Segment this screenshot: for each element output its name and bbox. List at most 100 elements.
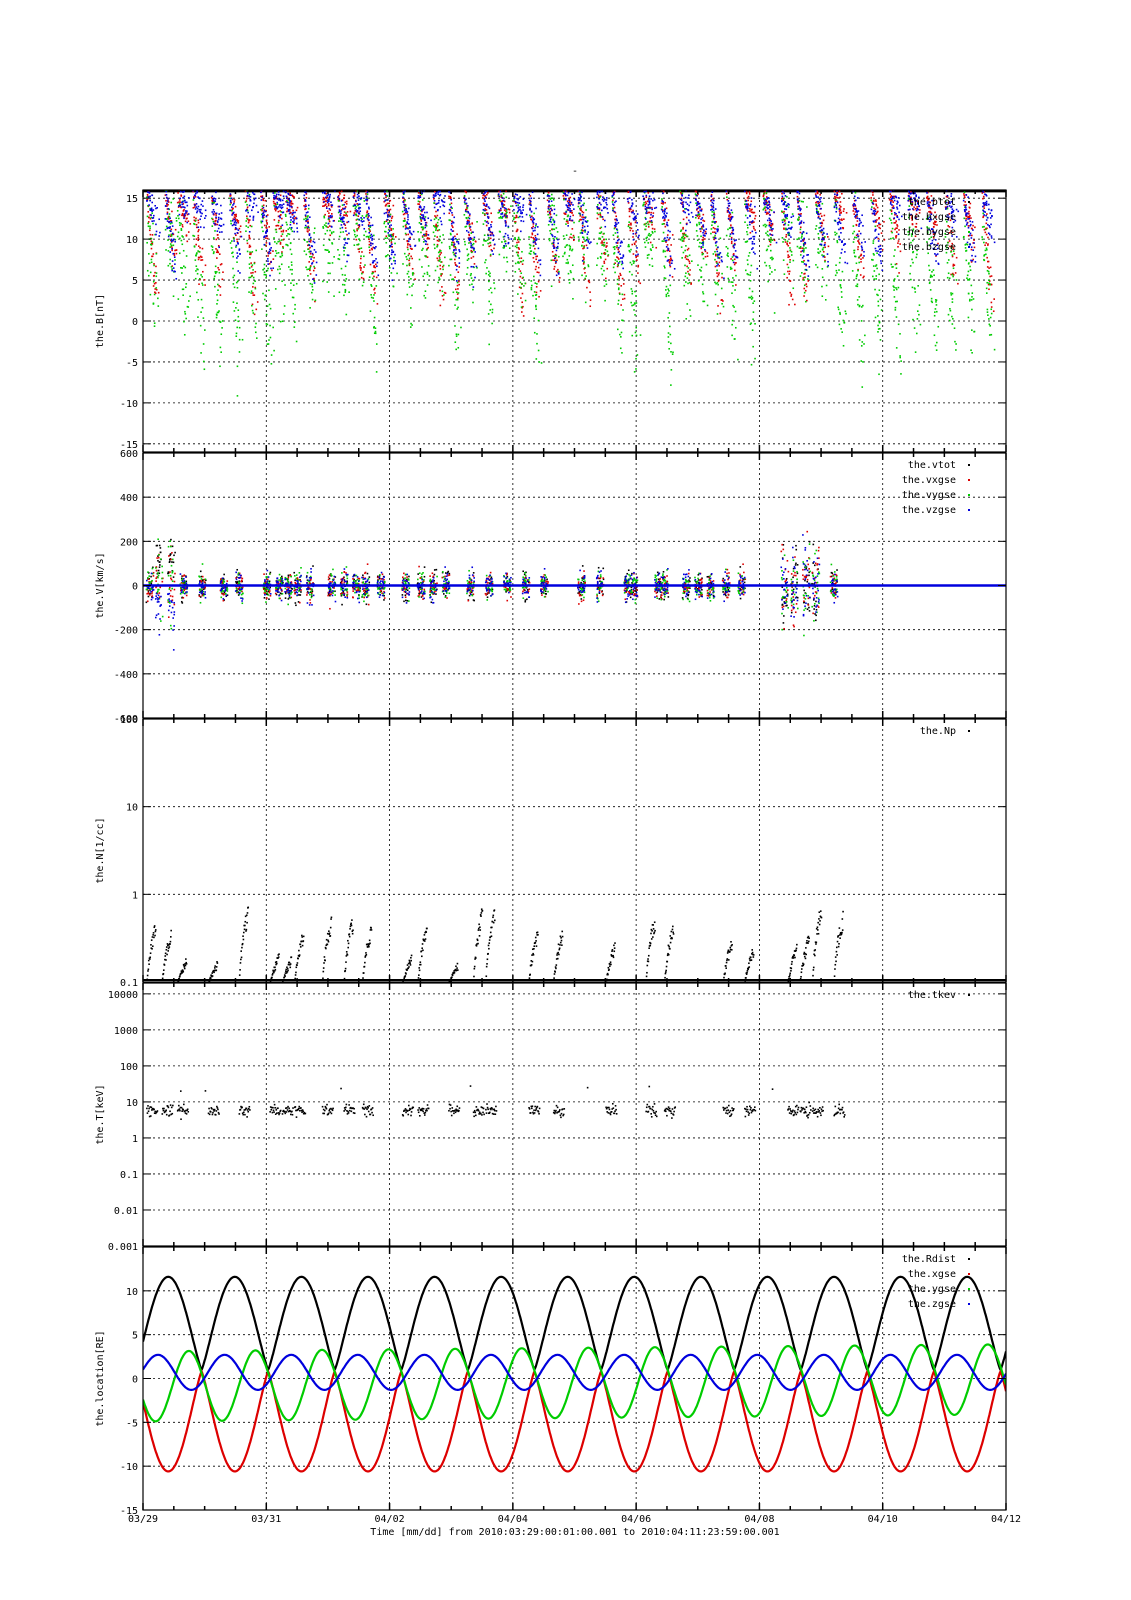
data-point <box>203 226 205 229</box>
data-point <box>313 249 316 251</box>
data-point <box>614 259 617 261</box>
data-point <box>359 210 362 213</box>
data-point <box>801 180 803 182</box>
data-point <box>698 221 700 224</box>
data-point <box>390 224 392 226</box>
data-point <box>327 203 330 205</box>
data-point <box>244 201 247 203</box>
data-point <box>290 282 292 284</box>
data-point <box>418 201 421 203</box>
data-point <box>339 214 342 217</box>
data-point <box>728 281 730 283</box>
data-point <box>252 312 255 314</box>
data-point <box>950 247 953 249</box>
data-point <box>286 210 288 213</box>
data-point <box>934 308 937 310</box>
data-point <box>180 229 183 232</box>
data-point <box>412 283 414 285</box>
data-point <box>667 288 670 290</box>
data-point <box>752 318 754 321</box>
data-point <box>744 203 746 206</box>
data-point <box>834 195 836 198</box>
data-point <box>273 219 276 221</box>
data-point <box>770 236 772 239</box>
data-point <box>728 215 730 218</box>
data-point <box>969 298 971 301</box>
data-point <box>374 292 376 294</box>
data-point <box>569 201 571 204</box>
data-point <box>601 273 604 276</box>
data-point <box>408 227 410 229</box>
data-point <box>279 243 282 245</box>
data-point <box>785 234 788 236</box>
data-point <box>402 213 405 216</box>
data-point <box>643 169 645 171</box>
data-point <box>167 226 169 229</box>
data-point <box>722 305 725 308</box>
data-point <box>174 238 177 241</box>
data-point <box>627 225 630 228</box>
data-point <box>891 231 893 234</box>
data-point <box>967 279 969 281</box>
data-point <box>272 250 274 252</box>
data-point <box>679 190 681 193</box>
data-point <box>236 252 239 254</box>
data-point <box>860 345 863 347</box>
data-point <box>438 250 441 253</box>
data-point <box>601 265 604 268</box>
data-point <box>769 229 771 231</box>
data-point <box>454 325 456 327</box>
data-point <box>407 244 409 246</box>
data-point <box>984 231 987 234</box>
data-point <box>326 180 328 182</box>
data-point <box>874 225 877 228</box>
data-point <box>498 211 500 214</box>
data-point <box>280 227 282 230</box>
data-point <box>347 254 349 257</box>
data-point <box>441 295 444 297</box>
data-point <box>372 246 375 249</box>
data-point <box>183 320 185 323</box>
data-point <box>837 306 839 309</box>
data-point <box>172 295 175 298</box>
data-point <box>357 215 360 217</box>
data-point <box>402 263 404 265</box>
data-point <box>339 214 342 216</box>
data-point <box>632 253 635 255</box>
data-point <box>385 241 388 244</box>
data-point <box>914 351 917 353</box>
data-point <box>501 200 504 202</box>
data-point <box>186 240 189 243</box>
data-point <box>199 246 201 249</box>
data-point <box>630 263 633 266</box>
data-point <box>895 263 898 265</box>
data-point <box>500 217 502 219</box>
data-point <box>535 358 538 360</box>
data-point <box>278 240 281 242</box>
data-point <box>972 298 975 300</box>
data-point <box>533 331 536 334</box>
data-point <box>251 292 254 294</box>
data-point <box>466 219 469 222</box>
data-point <box>403 192 405 195</box>
data-point <box>422 227 425 230</box>
data-point <box>854 255 856 258</box>
data-point <box>197 268 199 271</box>
data-point <box>769 208 771 211</box>
data-point <box>181 206 183 208</box>
data-point <box>309 252 312 255</box>
data-point <box>289 205 291 208</box>
data-point <box>200 259 202 261</box>
data-point <box>931 275 933 278</box>
data-point <box>821 202 824 205</box>
data-point <box>971 329 973 331</box>
data-point <box>517 261 519 263</box>
data-point <box>714 293 717 296</box>
data-point <box>345 203 348 205</box>
data-point <box>627 243 630 246</box>
data-point <box>284 284 286 286</box>
data-point <box>665 293 668 296</box>
data-point <box>267 263 269 265</box>
data-point <box>309 273 312 275</box>
data-point <box>452 251 455 254</box>
